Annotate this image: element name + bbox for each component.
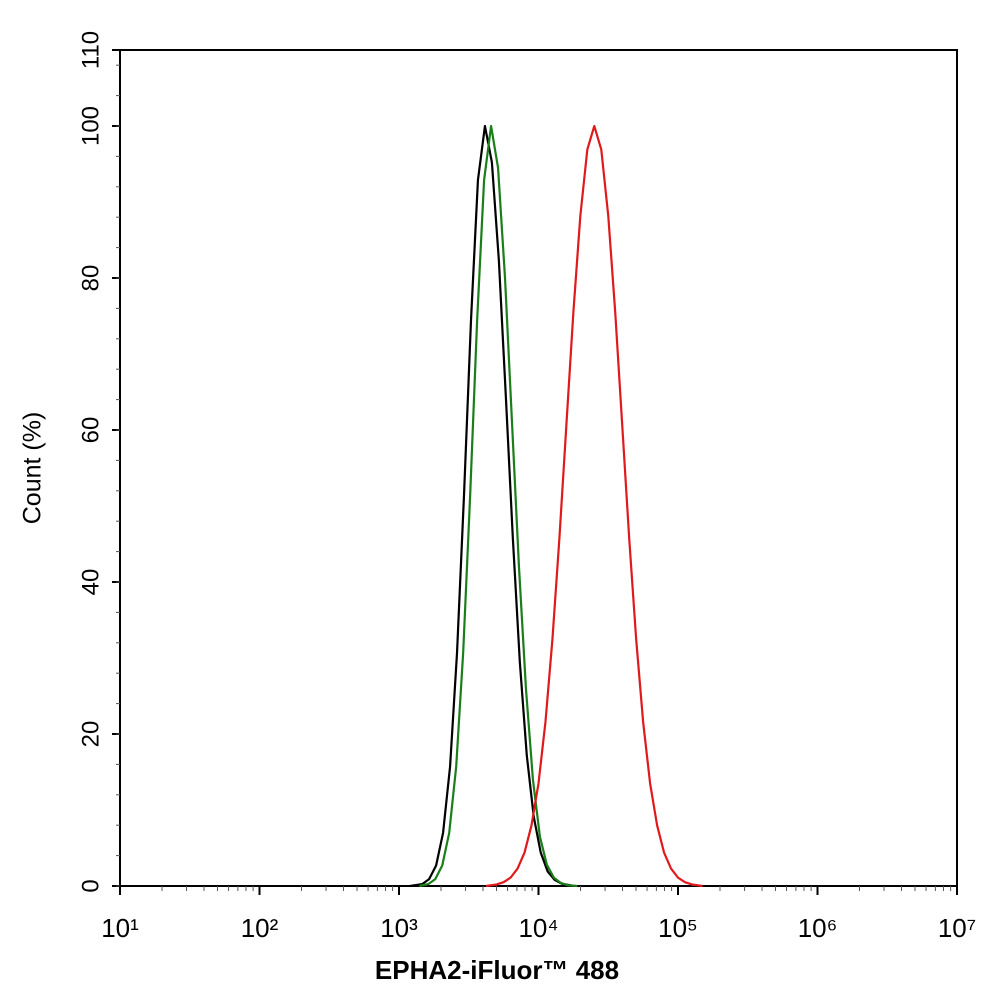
y-tick-label: 100 — [77, 106, 104, 146]
y-tick-label: 60 — [77, 417, 104, 444]
x-tick-label: 10⁴ — [518, 913, 558, 943]
plot-frame — [119, 49, 958, 887]
y-axis-label: Count (%) — [19, 412, 47, 525]
y-tick-label: 110 — [77, 31, 104, 69]
y-tick-label: 40 — [77, 569, 104, 596]
x-tick-label: 10⁶ — [798, 913, 838, 943]
x-tick-label: 10¹ — [101, 913, 139, 943]
histogram-line — [485, 124, 703, 888]
x-tick-label: 10⁵ — [658, 913, 698, 943]
x-axis-label: EPHA2-iFluor™ 488 — [375, 955, 619, 985]
histogram-line — [409, 124, 575, 888]
x-tick-label: 10⁷ — [938, 913, 976, 943]
histogram-line — [419, 124, 578, 888]
x-tick-label: 10² — [241, 913, 279, 943]
y-tick-label: 0 — [77, 879, 104, 892]
x-tick-label: 10³ — [380, 913, 418, 943]
y-tick-label: 80 — [77, 265, 104, 292]
y-tick-label: 20 — [77, 721, 104, 748]
